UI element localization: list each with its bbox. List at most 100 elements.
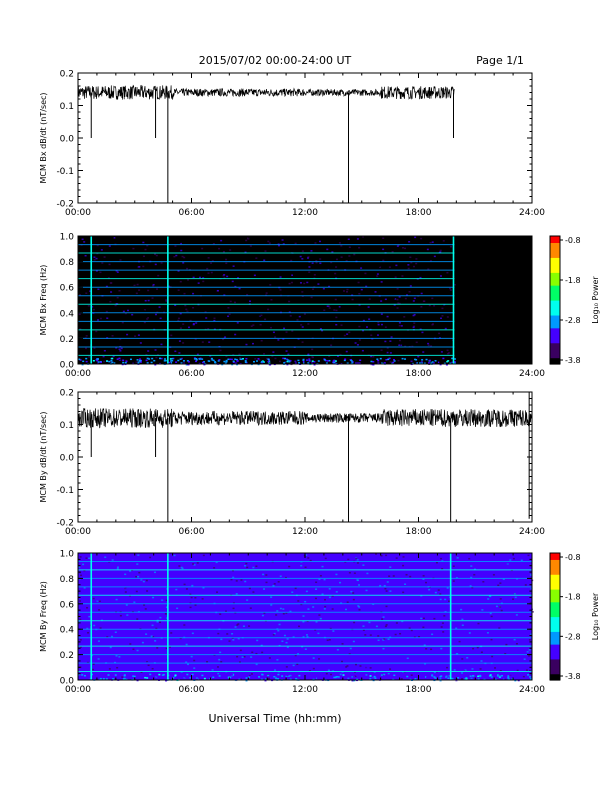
spectrogram-lowband-cell bbox=[380, 677, 383, 680]
spectrogram-cell bbox=[95, 257, 98, 260]
spectrogram-lowband-cell bbox=[78, 358, 81, 361]
spectrogram-cell bbox=[263, 353, 266, 355]
spectrogram-cell bbox=[123, 270, 126, 273]
spectrogram-cell bbox=[143, 604, 146, 606]
colorbar-cell bbox=[550, 336, 560, 339]
spectrogram-cell bbox=[231, 633, 234, 635]
spectrogram-cell bbox=[232, 639, 235, 641]
spectrogram-cell bbox=[138, 571, 141, 574]
spectrogram-cell bbox=[471, 668, 474, 670]
spectrogram-cell bbox=[136, 649, 139, 652]
spectrogram-cell bbox=[183, 362, 186, 365]
x-tick-label: 18:00 bbox=[406, 208, 432, 218]
spectrogram-cell bbox=[251, 342, 254, 345]
spectrogram-cell bbox=[382, 259, 385, 262]
spectrogram-cell bbox=[214, 588, 217, 591]
spectrogram-cell bbox=[201, 598, 204, 600]
spectrogram-cell bbox=[80, 671, 83, 674]
spectrogram-cell bbox=[275, 273, 278, 275]
spectrogram-cell bbox=[368, 246, 371, 248]
spectrogram-cell bbox=[402, 556, 405, 558]
spectrogram-cell bbox=[273, 248, 276, 250]
spectrogram-cell bbox=[500, 609, 503, 612]
spectrogram-cell bbox=[255, 257, 258, 259]
spectrogram-cell bbox=[124, 573, 127, 576]
colorbar-cell bbox=[550, 559, 560, 563]
spectrogram-cell bbox=[218, 247, 221, 250]
spectrogram-cell bbox=[220, 661, 223, 663]
spectrogram-cell bbox=[189, 602, 192, 605]
spectrogram-cell bbox=[182, 323, 185, 325]
spectrogram-cell bbox=[346, 665, 349, 667]
spectrogram-lowband-cell bbox=[151, 357, 154, 360]
spectrogram-lowband-cell bbox=[377, 359, 380, 362]
spectrogram-cell bbox=[263, 588, 266, 590]
spectrogram-cell bbox=[121, 676, 124, 678]
spectrogram-cell bbox=[274, 676, 277, 679]
spectrogram-lowband-cell bbox=[409, 678, 412, 681]
spectrogram-lowband-cell bbox=[194, 360, 197, 363]
spectrogram-cell bbox=[227, 326, 230, 328]
spectrogram-cell bbox=[226, 654, 229, 657]
spectrogram-cell bbox=[383, 584, 386, 587]
spectrogram-cell bbox=[234, 626, 237, 628]
spectrogram-cell bbox=[255, 559, 258, 562]
spectrogram-cell bbox=[268, 242, 271, 244]
spectrogram-cell bbox=[408, 627, 411, 629]
spectrogram-cell bbox=[249, 607, 252, 609]
spectrogram-cell bbox=[515, 614, 518, 616]
spectrogram-cell bbox=[319, 575, 322, 577]
spectrogram-cell bbox=[436, 633, 439, 636]
x-tick-label: 00:00 bbox=[65, 527, 91, 537]
spectrogram-cell bbox=[268, 614, 271, 617]
spectrogram-cell bbox=[106, 245, 109, 247]
spectrogram-lowband-cell bbox=[138, 358, 141, 360]
spectrogram-cell bbox=[411, 345, 414, 348]
spectrogram-lowband-cell bbox=[168, 361, 171, 364]
spectrogram-cell bbox=[236, 322, 239, 324]
spectrogram-lowband-cell bbox=[278, 676, 281, 678]
spectrogram-lowband-cell bbox=[170, 362, 173, 364]
spectrogram-cell bbox=[329, 627, 332, 630]
spectrogram-cell bbox=[250, 308, 253, 310]
spectrogram-lowband-cell bbox=[443, 362, 446, 365]
colorbar-cell bbox=[550, 265, 560, 269]
spectrogram-lowband-cell bbox=[478, 678, 481, 680]
spectrogram-cell bbox=[80, 574, 83, 577]
spectrogram-lowband-cell bbox=[236, 363, 239, 366]
spectrogram-lowband-cell bbox=[203, 361, 206, 363]
colorbar-cell bbox=[550, 593, 560, 596]
spectrogram-lowband-cell bbox=[255, 360, 258, 362]
spectrogram-cell bbox=[298, 562, 301, 564]
spectrogram-lowband-cell bbox=[85, 357, 88, 360]
spectrogram-cell bbox=[368, 621, 371, 624]
spectrogram-cell bbox=[430, 326, 433, 329]
spectrogram-lowband-cell bbox=[509, 675, 512, 677]
colorbar-cell bbox=[550, 289, 560, 293]
spectrogram-cell bbox=[413, 325, 416, 328]
spectrogram-cell bbox=[220, 638, 223, 641]
spectrogram-cell bbox=[193, 659, 196, 662]
spectrogram-cell bbox=[410, 674, 413, 676]
spectrogram-cell bbox=[144, 248, 147, 251]
spectrogram-cell bbox=[444, 676, 447, 678]
spectrogram-cell bbox=[347, 630, 350, 633]
spectrogram-cell bbox=[379, 248, 382, 251]
spectrogram-cell bbox=[422, 351, 425, 353]
colorbar-label: Log₁₀ Power bbox=[591, 276, 600, 324]
spectrogram-cell bbox=[513, 593, 516, 595]
spectrogram-cell bbox=[328, 355, 331, 357]
spectrogram-cell bbox=[446, 587, 449, 589]
spectrogram-cell bbox=[154, 263, 157, 266]
spectrogram-cell bbox=[385, 605, 388, 608]
colorbar-cell bbox=[550, 268, 560, 271]
spectrogram-cell bbox=[358, 339, 361, 341]
spectrogram-lowband-cell bbox=[358, 673, 361, 676]
spectrogram-cell bbox=[288, 300, 291, 303]
spectrogram-cell bbox=[472, 669, 475, 672]
spectrogram-cell bbox=[227, 605, 230, 608]
spectrogram-cell bbox=[220, 356, 223, 359]
spectrogram-lowband-cell bbox=[477, 678, 480, 680]
spectrogram-cell bbox=[214, 629, 217, 632]
spectrogram-cell bbox=[376, 297, 379, 300]
